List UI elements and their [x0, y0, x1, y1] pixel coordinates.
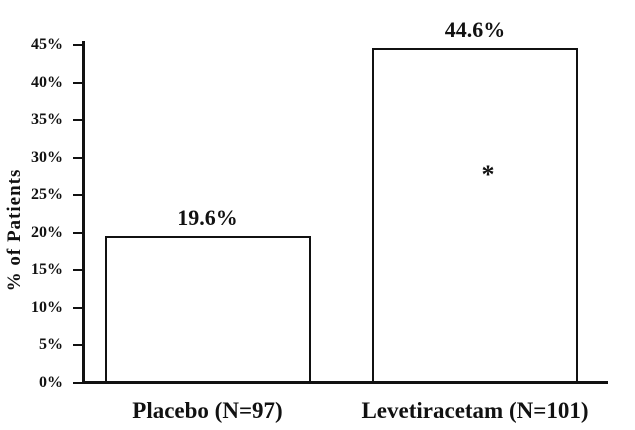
y-tick-mark [73, 81, 82, 84]
y-tick-label: 45% [31, 36, 63, 53]
y-tick-label: 5% [39, 336, 63, 354]
significance-asterisk: * [481, 159, 495, 189]
y-tick-label: 30% [31, 148, 63, 166]
y-tick-mark [73, 269, 82, 272]
y-tick-label: 20% [31, 223, 63, 241]
y-tick-mark [73, 306, 82, 309]
bar-levetiracetam [372, 48, 578, 383]
y-tick-label: 35% [31, 111, 63, 129]
x-axis-category-label: Levetiracetam (N=101) [361, 398, 589, 423]
bar-placebo [104, 235, 311, 383]
x-axis-line [82, 381, 608, 384]
y-tick-label: 15% [31, 261, 63, 279]
y-tick-mark [73, 156, 82, 159]
x-axis-category-label: Placebo (N=97) [132, 398, 283, 423]
y-tick-label: 40% [31, 73, 63, 91]
y-tick-mark [73, 194, 82, 197]
y-tick-label: 25% [31, 186, 63, 204]
y-tick-mark [73, 119, 82, 122]
y-tick-mark [73, 344, 82, 347]
y-tick-mark [73, 44, 82, 46]
y-tick-label: 0% [39, 374, 63, 391]
y-tick-mark [73, 231, 82, 234]
y-tick-label: 10% [31, 298, 63, 316]
y-tick-mark [73, 382, 82, 384]
bar-value-label: 44.6% [444, 17, 506, 42]
y-axis-line [82, 41, 85, 384]
bar-value-label: 19.6% [177, 204, 238, 230]
